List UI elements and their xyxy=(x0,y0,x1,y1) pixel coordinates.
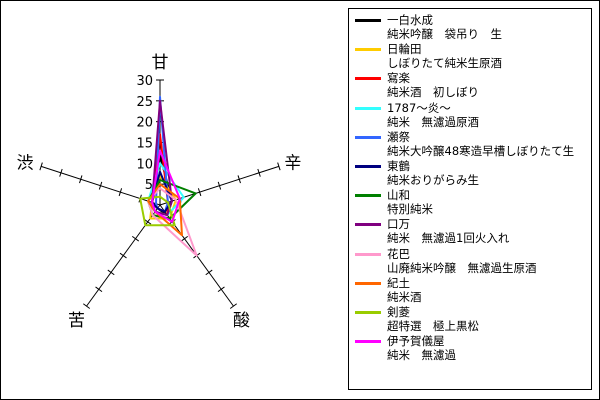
legend-label-line2: 山廃純米吟醸 無濾過生原酒 xyxy=(387,260,537,275)
series-line-11 xyxy=(151,149,181,223)
axis-tick-2 xyxy=(180,235,189,242)
legend-label-line2: 純米吟醸 袋吊り 生 xyxy=(387,27,502,41)
legend-swatch xyxy=(355,281,381,285)
legend-item: 一白水成 純米吟醸 袋吊り 生 xyxy=(353,13,589,42)
axis-tick-1 xyxy=(217,181,222,190)
axis-tick-4 xyxy=(79,175,83,184)
legend-label: 東鶴 純米おりがらみ生 xyxy=(387,159,479,187)
axis-tick-2 xyxy=(217,286,225,293)
axis-label: 辛 xyxy=(284,153,301,173)
legend-label-line1: 1787〜炎〜 xyxy=(387,100,451,115)
legend-swatch xyxy=(355,135,381,139)
legend-item: 東鶴 純米おりがらみ生 xyxy=(353,159,589,188)
axis-tick-4 xyxy=(98,181,103,190)
legend-swatch xyxy=(355,340,381,344)
axis-tick-1 xyxy=(237,175,241,184)
legend-item: 口万 純米 無濾過1回火入れ xyxy=(353,217,589,246)
axis-label: 苦 xyxy=(68,311,85,331)
legend-item: 紀土 純米酒 xyxy=(353,276,589,305)
legend-label: 一白水成 純米吟醸 袋吊り 生 xyxy=(387,13,502,41)
axis-tick-3 xyxy=(107,269,115,276)
legend-item: 寫楽 純米酒 初しぼり xyxy=(353,71,589,100)
legend-item: 日輪田 しぼりたて純米生原酒 xyxy=(353,42,589,71)
radial-tick-label: 25 xyxy=(136,95,153,110)
legend-label-line1: 東鶴 xyxy=(387,158,410,173)
legend-swatch xyxy=(355,77,381,81)
legend-label: 伊予賀儀屋 純米 無濾過 xyxy=(387,334,456,362)
radial-tick-label: 20 xyxy=(136,116,153,131)
axis-tick-2 xyxy=(229,303,238,309)
legend-label-line2: 純米 無濾過原酒 xyxy=(387,114,479,129)
axis-label: 酸 xyxy=(233,311,250,331)
legend-label-line2: 純米大吟醸48寒造早槽しぼりたて生 xyxy=(387,143,575,158)
axis-tick-4 xyxy=(39,162,43,171)
legend-label-line1: 山和 xyxy=(387,188,410,203)
legend-label-line2: しぼりたて純米生原酒 xyxy=(387,56,502,71)
legend-item: 花巴 山廃純米吟醸 無濾過生原酒 xyxy=(353,247,589,276)
axis-tick-1 xyxy=(277,162,281,171)
legend-swatch xyxy=(355,252,381,256)
legend-label-line1: 伊予賀儀屋 xyxy=(387,334,445,349)
legend-swatch xyxy=(355,106,381,110)
legend-label-line1: 紀土 xyxy=(387,275,410,290)
legend: 一白水成 純米吟醸 袋吊り 生日輪田 しぼりたて純米生原酒 寫楽 純米酒 初しぼり 178… xyxy=(348,8,592,390)
legend-label-line1: 剣菱 xyxy=(387,304,410,319)
legend-label-line2: 純米おりがらみ生 xyxy=(387,172,479,187)
axis-tick-4 xyxy=(59,168,63,177)
axis-tick-3 xyxy=(95,286,103,293)
legend-label: 花巴 山廃純米吟醸 無濾過生原酒 xyxy=(387,247,537,275)
legend-label-line1: 一白水成 xyxy=(387,13,433,27)
legend-label: 1787〜炎〜 純米 無濾過原酒 xyxy=(387,101,479,129)
radial-tick-label: 10 xyxy=(136,157,153,172)
legend-label-line2: 純米酒 初しぼり xyxy=(387,85,479,100)
legend-swatch xyxy=(355,310,381,314)
legend-label: 紀土 純米酒 xyxy=(387,276,422,304)
axis-tick-3 xyxy=(144,219,152,225)
legend-label: 口万 純米 無濾過1回火入れ xyxy=(387,217,509,245)
legend-label-line2: 純米 無濾過 xyxy=(387,348,456,363)
axis-tick-2 xyxy=(205,269,213,276)
series-line-7 xyxy=(151,99,173,217)
legend-label-line1: 日輪田 xyxy=(387,42,422,57)
axis-tick-3 xyxy=(82,303,91,309)
legend-item: 剣菱 超特選 極上黒松 xyxy=(353,305,589,334)
radial-tick-label: 30 xyxy=(136,74,153,89)
legend-swatch xyxy=(355,223,381,227)
legend-item: 1787〜炎〜 純米 無濾過原酒 xyxy=(353,101,589,130)
legend-swatch xyxy=(355,164,381,168)
legend-swatch xyxy=(355,194,381,198)
legend-label: 剣菱 超特選 極上黒松 xyxy=(387,305,479,333)
legend-label: 山和 特別純米 xyxy=(387,188,433,216)
axis-tick-1 xyxy=(197,188,202,197)
axis-tick-1 xyxy=(257,168,261,177)
axis-tick-3 xyxy=(131,235,140,242)
legend-label-line1: 花巴 xyxy=(387,246,410,261)
legend-label-line2: 超特選 極上黒松 xyxy=(387,318,479,333)
legend-item: 山和 特別純米 xyxy=(353,188,589,217)
legend-label-line2: 純米 無濾過1回火入れ xyxy=(387,231,510,246)
radial-tick-label: 5 xyxy=(145,178,153,193)
legend-label-line2: 純米酒 xyxy=(387,289,422,304)
legend-item: 伊予賀儀屋 純米 無濾過 xyxy=(353,334,589,363)
legend-swatch xyxy=(355,19,381,22)
legend-item: 瀬祭 純米大吟醸48寒造早槽しぼりたて生 xyxy=(353,130,589,159)
axis-tick-3 xyxy=(119,252,127,259)
axis-label: 甘 xyxy=(152,53,169,73)
series-line-10 xyxy=(139,195,176,227)
axis-label: 渋 xyxy=(17,153,34,173)
legend-label-line1: 口万 xyxy=(387,217,410,232)
axis-tick-4 xyxy=(118,188,123,197)
legend-label: 日輪田 しぼりたて純米生原酒 xyxy=(387,42,502,70)
legend-label: 寫楽 純米酒 初しぼり xyxy=(387,71,479,99)
radial-tick-label: 15 xyxy=(136,137,153,152)
legend-label: 瀬祭 純米大吟醸48寒造早槽しぼりたて生 xyxy=(387,130,574,158)
legend-label-line1: 瀬祭 xyxy=(387,129,410,144)
legend-swatch xyxy=(355,48,381,52)
legend-label-line2: 特別純米 xyxy=(387,202,433,217)
legend-label-line1: 寫楽 xyxy=(387,71,410,86)
